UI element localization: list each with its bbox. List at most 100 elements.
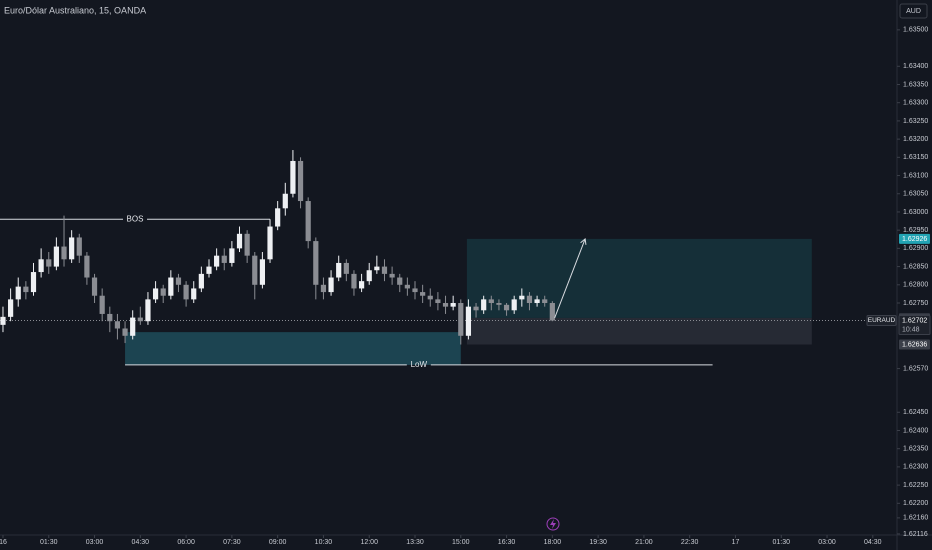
- y-tick-label: 1.62250: [903, 482, 928, 489]
- y-tick-label: 1.63200: [903, 136, 928, 143]
- y-tick-label: 1.63350: [903, 81, 928, 88]
- y-tick-label: 1.62570: [903, 365, 928, 372]
- candle-body: [76, 237, 82, 256]
- y-tick-label: 1.63400: [903, 63, 928, 70]
- candle-body: [0, 316, 6, 325]
- candle-body: [351, 273, 357, 289]
- candle-body: [198, 273, 204, 289]
- x-tick-label: 15:00: [452, 539, 470, 546]
- x-tick-label: 01:30: [40, 539, 58, 546]
- symbol-tag: [866, 314, 897, 326]
- y-tick-label: 1.62800: [903, 282, 928, 289]
- candle-body: [412, 288, 418, 293]
- last-price-label: 1.62702: [902, 317, 927, 324]
- candle-body: [458, 303, 464, 336]
- y-tick-label: 1.62300: [903, 464, 928, 471]
- candle-body: [481, 299, 487, 311]
- candle-body: [69, 237, 75, 260]
- candle-body: [61, 246, 67, 260]
- candle-body: [168, 277, 174, 296]
- y-tick-label: 1.62116: [903, 531, 928, 538]
- candle-body: [114, 321, 121, 329]
- y-tick-label: 1.62160: [903, 515, 928, 522]
- candle-body: [435, 299, 441, 304]
- candle-body: [488, 299, 494, 304]
- x-tick-label: 22:30: [681, 539, 699, 546]
- candle-body: [404, 284, 410, 289]
- candle-body: [38, 259, 44, 273]
- candle-body: [214, 255, 220, 267]
- candle-body: [519, 295, 525, 300]
- candle-body: [152, 288, 159, 300]
- candle-body: [46, 259, 52, 267]
- lightning-icon[interactable]: [546, 517, 560, 531]
- currency-box[interactable]: [899, 3, 928, 19]
- x-tick-label: 03:00: [818, 539, 836, 546]
- x-tick-label: 04:30: [132, 539, 150, 546]
- candle-body: [282, 193, 288, 209]
- x-tick-label: 10:30: [315, 539, 333, 546]
- y-tick-label: 1.62950: [903, 227, 928, 234]
- zone-box: [466, 238, 812, 318]
- candle-body: [275, 208, 281, 227]
- candle-body: [511, 299, 517, 311]
- candle-body: [358, 281, 365, 289]
- candle-body: [381, 266, 388, 274]
- x-tick-label: 13:30: [406, 539, 424, 546]
- candle-body: [526, 295, 533, 304]
- x-tick-label: 16: [0, 539, 7, 546]
- y-tick-label: 1.63250: [903, 118, 928, 125]
- icon-circle: [546, 517, 560, 531]
- candle-body: [191, 288, 197, 300]
- candle-body: [160, 288, 166, 296]
- zone-box: [125, 332, 461, 365]
- candle-body: [366, 270, 372, 282]
- candle-body: [244, 233, 250, 256]
- candle-body: [542, 299, 548, 304]
- icon-bolt: [550, 519, 556, 529]
- price-tag: [899, 339, 930, 350]
- countdown-label: 10:48: [902, 326, 920, 333]
- candle-body: [122, 328, 128, 336]
- candle-body: [107, 313, 113, 322]
- y-tick-label: 1.62850: [903, 263, 928, 270]
- candle-body: [320, 284, 327, 293]
- candle-body: [336, 262, 342, 278]
- y-tick-label: 1.63000: [903, 209, 928, 216]
- y-tick-label: 1.62350: [903, 446, 928, 453]
- arrow-head: [580, 237, 587, 245]
- candle-body: [267, 226, 273, 260]
- projection-arrow: [554, 238, 586, 319]
- candle-body: [259, 259, 266, 285]
- candle-body: [206, 266, 212, 274]
- candle-body: [290, 160, 296, 194]
- candle-body: [137, 317, 143, 322]
- symbol-label: EURAUD: [868, 317, 896, 324]
- y-tick-label: 1.62450: [903, 409, 928, 416]
- y-tick-label: 1.63100: [903, 172, 928, 179]
- zone-box: [466, 317, 812, 345]
- candle-body: [496, 303, 502, 305]
- candle-body: [549, 303, 555, 321]
- candle-body: [23, 286, 29, 293]
- x-tick-label: 19:30: [589, 539, 607, 546]
- candle-body: [374, 266, 380, 271]
- chart-title: Euro/Dólar Australiano, 15, OANDA: [4, 5, 146, 15]
- x-tick-label: 04:30: [864, 539, 882, 546]
- candle-body: [8, 299, 14, 317]
- candle-body: [130, 317, 136, 336]
- candle-body: [297, 160, 304, 202]
- candle-body: [427, 295, 433, 300]
- x-tick-label: 21:00: [635, 539, 653, 546]
- currency-label[interactable]: AUD: [906, 8, 921, 15]
- x-tick-label: 18:00: [544, 539, 562, 546]
- candle-body: [30, 272, 37, 293]
- x-tick-label: 09:00: [269, 539, 287, 546]
- candle-body: [534, 299, 540, 304]
- price-tag-label: 1.62926: [902, 236, 927, 243]
- x-tick-label: 17: [732, 539, 740, 546]
- y-tick-label: 1.62400: [903, 427, 928, 434]
- last-price-tag: [898, 314, 931, 335]
- candle-body: [465, 306, 472, 336]
- candle-body: [229, 248, 235, 263]
